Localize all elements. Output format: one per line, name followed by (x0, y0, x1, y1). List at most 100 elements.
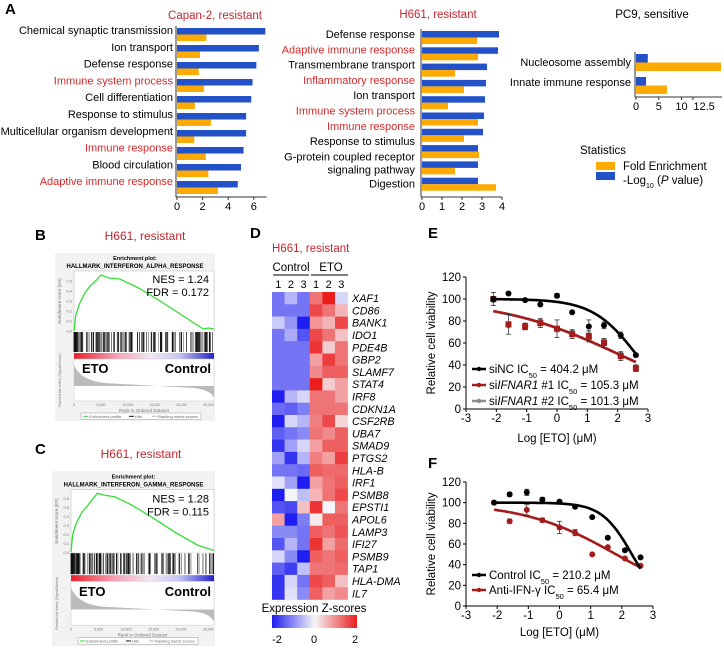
heatmap-cell (284, 574, 298, 588)
data-point (506, 491, 513, 498)
label-part: 50 (569, 387, 577, 396)
heatmap-cell (309, 488, 323, 502)
heatmap-cell (322, 378, 336, 391)
label-part: 10 (646, 183, 654, 190)
heatmap-cell (297, 415, 311, 428)
x-tick-label: 0 (419, 201, 425, 213)
legend-marker (476, 398, 482, 404)
heatmap-cell (335, 464, 348, 477)
heatmap-cell (335, 562, 348, 576)
x-tick-label: 0 (556, 610, 562, 622)
gene-label: SLAMF7 (352, 367, 395, 379)
x-tick-label: 20,000 (176, 403, 187, 407)
data-point (539, 496, 546, 503)
fold-enrichment-bar (422, 167, 455, 175)
column-label: 3 (300, 279, 306, 291)
fold-enrichment-bar (422, 135, 464, 142)
data-point (554, 292, 560, 299)
label-part: si (489, 380, 497, 392)
colorbar-title: Expression Z-scores (262, 603, 367, 615)
gene-label: HLA-DMA (352, 576, 401, 588)
data-point (569, 309, 576, 316)
colorbar-tick-label: -2 (272, 634, 282, 646)
heatmap-cell (322, 427, 336, 440)
p-value-bar (177, 45, 259, 52)
y-tick-label: 100 (442, 498, 461, 510)
heatmap-cell (297, 476, 311, 490)
fold-enrichment-bar (177, 187, 218, 194)
fold-enrichment-bar (422, 37, 477, 44)
heatmap-cell (335, 415, 348, 428)
heatmap-cell (322, 488, 336, 502)
x-tick-label: 1 (587, 610, 593, 622)
category-label: Multicellular organism development (1, 126, 173, 138)
heatmap-cell (309, 439, 323, 453)
category-label: Nucleosome assembly (520, 57, 631, 69)
legend-label: siIFNAR1 #2 IC50 = 101.3 μM (489, 396, 639, 412)
nes-value: NES = 1.28 (152, 493, 209, 505)
legend-label-fold: Fold Enrichment (623, 161, 708, 173)
p-value-bar (177, 147, 244, 154)
legend-title: Statistics (580, 145, 626, 157)
panel-label-a: A (5, 1, 16, 18)
heatmap-cell (309, 402, 323, 416)
heatmap-cell (322, 538, 336, 551)
y-tick-label: 40 (448, 560, 461, 572)
es-plot-area (70, 489, 215, 553)
chart-title: PC9, sensitive (615, 9, 689, 21)
label-part: #1 IC (538, 380, 569, 392)
gsea-enrichment-plot-alpha: H661, resistant Enrichment plot: HALLMARK_… (55, 229, 215, 421)
heatmap-cell (284, 513, 298, 526)
rank-color-bar (71, 575, 214, 582)
group-label-control: Control (272, 262, 309, 274)
heatmap-cell (297, 513, 311, 526)
fold-enrichment-bar (422, 53, 478, 61)
heatmap-cell (322, 365, 336, 379)
heatmap-cell (284, 292, 298, 305)
heatmap-cell (297, 316, 311, 330)
x-tick-label: 1 (584, 413, 590, 425)
enrichment-score-curve (73, 274, 215, 332)
category-label: Adaptive immune response (40, 176, 173, 188)
gene-label: PDE4B (352, 342, 387, 354)
heatmap-cell (309, 587, 323, 600)
legend-label: Enrichment profile (89, 414, 122, 419)
heatmap-cell (272, 451, 285, 465)
label-part: ( (654, 175, 661, 187)
dose-response-chart-e: 0 20 40 60 80 100 120 -3 -2 -1 0 1 2 3 Log [ETO] (μM) R… (426, 272, 651, 445)
heatmap-cell (284, 341, 298, 354)
legend-label: Ranking metric scores (155, 639, 195, 644)
x-axis-label: Log [ETO] (μM) (520, 627, 599, 639)
ranking-y-label: Ranked list metric (Signal2Noise) (55, 577, 59, 630)
data-point (621, 547, 628, 554)
panel-label-c: C (35, 441, 46, 458)
x-tick-label: 0 (554, 413, 560, 425)
heatmap-cell (272, 513, 285, 526)
ranking-plot-area (70, 581, 215, 626)
fold-enrichment-bar (636, 62, 722, 71)
x-tick-label: 2 (614, 413, 620, 425)
y-tick-label: 0.3 (66, 299, 72, 304)
y-tick-label: 0.0 (66, 329, 72, 334)
data-point (537, 301, 544, 308)
label-part: IFNAR1 (497, 380, 538, 392)
fold-enrichment-bar (636, 85, 667, 94)
x-tick-label: 0 (70, 627, 72, 631)
label-part: IFNAR1 (497, 396, 538, 408)
fit-curve (493, 297, 637, 355)
category-label: Immune system process (54, 75, 174, 87)
p-value-bar (422, 112, 484, 119)
heatmap-cell (335, 574, 348, 588)
heatmap-cell (322, 525, 336, 539)
heatmap-cell (272, 427, 285, 440)
data-point (604, 544, 611, 551)
p-value-bar (177, 130, 247, 137)
legend-marker (476, 587, 482, 593)
heatmap-cell (272, 378, 285, 391)
panel-label-e: E (428, 225, 438, 242)
y-tick-label: 60 (448, 539, 461, 551)
gene-label: PTGS2 (352, 453, 387, 465)
y-tick-label: 0.2 (63, 532, 69, 537)
heatmap-cell (309, 513, 323, 526)
